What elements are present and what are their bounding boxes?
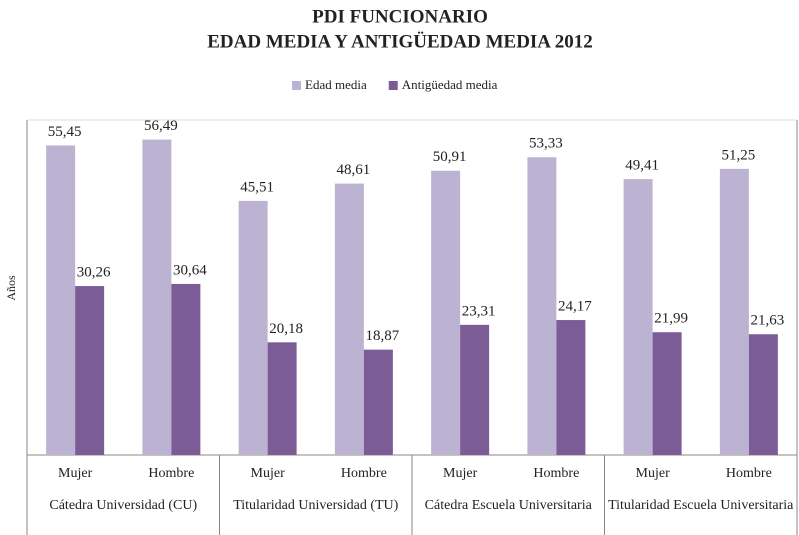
data-label: 53,33: [529, 136, 563, 152]
bar: [431, 170, 461, 455]
data-label: 49,41: [625, 158, 659, 174]
x-tick-label: Mujer: [443, 466, 478, 481]
data-label: 30,64: [173, 262, 207, 278]
data-label: 51,25: [722, 147, 756, 163]
x-tick-label: Hombre: [148, 466, 194, 481]
data-label: 48,61: [337, 162, 371, 178]
chart-subtitle: EDAD MEDIA Y ANTIGÜEDAD MEDIA 2012: [207, 31, 592, 52]
bar: [556, 320, 586, 455]
chart-title: PDI FUNCIONARIO: [312, 6, 488, 27]
bar: [748, 334, 778, 455]
bar: [238, 200, 268, 455]
y-axis-label: Años: [4, 275, 18, 301]
bar: [46, 145, 76, 455]
group-label: Titularidad Universidad (TU): [233, 498, 399, 513]
legend-swatch: [388, 81, 398, 90]
group-label: Cátedra Escuela Universitaria: [424, 498, 592, 513]
data-label: 21,99: [654, 311, 688, 327]
bar: [363, 349, 393, 455]
x-tick-label: Hombre: [341, 466, 387, 481]
data-label: 30,26: [77, 264, 111, 280]
bar: [142, 139, 172, 455]
data-label: 50,91: [433, 149, 467, 165]
legend-label: Antigüedad media: [402, 77, 498, 92]
bar: [623, 179, 653, 455]
data-label: 18,87: [366, 328, 400, 344]
group-label: Cátedra Universidad (CU): [49, 498, 198, 513]
bar: [171, 283, 201, 455]
x-tick-label: Hombre: [533, 466, 579, 481]
bar: [652, 332, 682, 455]
bar: [719, 168, 749, 455]
data-label: 20,18: [269, 321, 303, 337]
bar: [75, 286, 105, 455]
legend-swatch: [292, 81, 301, 90]
data-label: 45,51: [240, 179, 274, 195]
bar: [334, 183, 364, 455]
x-tick-label: Mujer: [58, 466, 93, 481]
bar: [267, 342, 297, 455]
data-label: 23,31: [462, 303, 496, 319]
data-label: 24,17: [558, 298, 592, 314]
x-tick-label: Hombre: [726, 466, 772, 481]
group-label: Titularidad Escuela Universitaria: [608, 498, 794, 513]
legend-label: Edad media: [305, 77, 367, 92]
x-tick-label: Mujer: [251, 466, 286, 481]
data-label: 56,49: [144, 118, 178, 134]
data-label: 21,63: [751, 313, 785, 329]
data-label: 55,45: [48, 124, 82, 140]
bar: [460, 324, 490, 455]
bar: [527, 157, 557, 455]
x-tick-label: Mujer: [636, 466, 671, 481]
